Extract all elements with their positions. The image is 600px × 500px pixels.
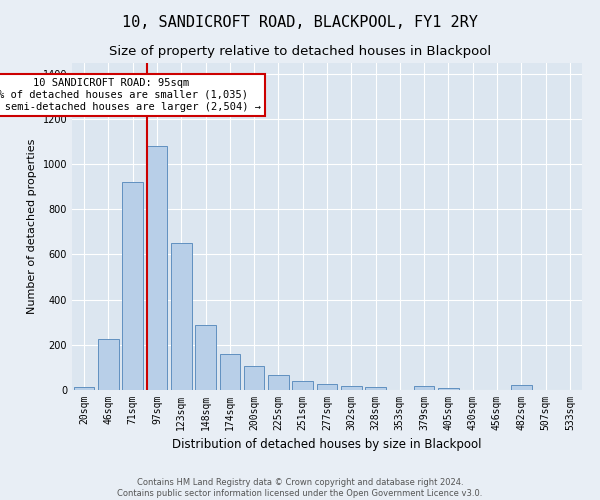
Bar <box>414 386 434 390</box>
Bar <box>244 366 265 390</box>
Bar <box>220 354 240 390</box>
Bar <box>195 324 216 390</box>
Text: 10, SANDICROFT ROAD, BLACKPOOL, FY1 2RY: 10, SANDICROFT ROAD, BLACKPOOL, FY1 2RY <box>122 15 478 30</box>
Bar <box>341 386 362 390</box>
Bar <box>171 243 191 390</box>
Bar <box>122 182 143 390</box>
Bar <box>74 386 94 390</box>
Bar <box>365 386 386 390</box>
Bar <box>146 146 167 390</box>
Text: Contains HM Land Registry data © Crown copyright and database right 2024.
Contai: Contains HM Land Registry data © Crown c… <box>118 478 482 498</box>
Bar <box>438 388 459 390</box>
X-axis label: Distribution of detached houses by size in Blackpool: Distribution of detached houses by size … <box>172 438 482 452</box>
Bar <box>317 384 337 390</box>
Bar <box>98 339 119 390</box>
Text: 10 SANDICROFT ROAD: 95sqm
← 29% of detached houses are smaller (1,035)
70% of se: 10 SANDICROFT ROAD: 95sqm ← 29% of detac… <box>0 78 261 112</box>
Bar <box>292 380 313 390</box>
Bar <box>511 386 532 390</box>
Y-axis label: Number of detached properties: Number of detached properties <box>27 138 37 314</box>
Text: Size of property relative to detached houses in Blackpool: Size of property relative to detached ho… <box>109 45 491 58</box>
Bar <box>268 374 289 390</box>
